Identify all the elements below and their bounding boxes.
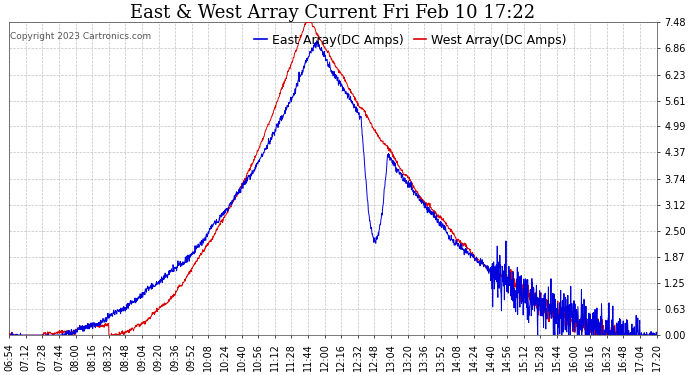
Text: Copyright 2023 Cartronics.com: Copyright 2023 Cartronics.com xyxy=(10,32,151,41)
Legend: East Array(DC Amps), West Array(DC Amps): East Array(DC Amps), West Array(DC Amps) xyxy=(249,28,572,52)
Title: East & West Array Current Fri Feb 10 17:22: East & West Array Current Fri Feb 10 17:… xyxy=(130,4,535,22)
